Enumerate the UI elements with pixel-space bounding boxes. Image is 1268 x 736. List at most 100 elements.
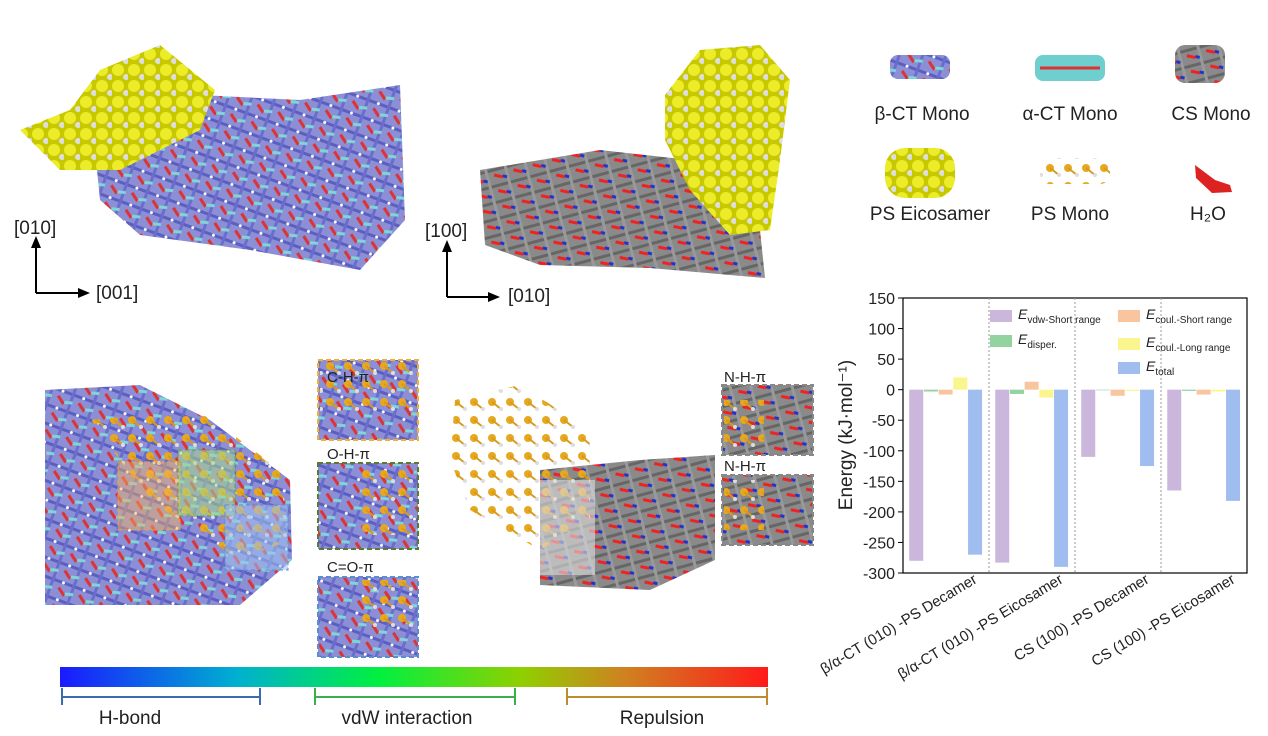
bar xyxy=(1039,389,1054,398)
interface-view-2: N-H-π N-H-π xyxy=(450,369,814,590)
y-tick-label: 0 xyxy=(886,383,895,400)
legend-label: Ecoul.-Long range xyxy=(1146,334,1231,354)
illustration-shape xyxy=(1195,165,1232,193)
x-tick-label: β/α-CT (010) -PS Decamer xyxy=(817,571,980,678)
bar xyxy=(909,389,924,561)
legend-label: Evdw-Short range xyxy=(1018,306,1101,326)
structure-view-1: [010] [001] xyxy=(14,45,405,304)
illustration-shape xyxy=(61,688,261,705)
interface-view-1 xyxy=(45,385,292,605)
axis-direction: [001] xyxy=(96,283,138,304)
x-tick-label: CS (100) -PS Eicosamer xyxy=(1089,571,1239,670)
axis-direction: [010] xyxy=(508,286,550,307)
label-part: coul.-Long range xyxy=(1155,343,1230,354)
illustration-shape xyxy=(20,45,215,170)
axis-direction: [100] xyxy=(425,221,467,242)
legend-swatch xyxy=(990,310,1012,322)
bar xyxy=(1125,389,1140,391)
legend-swatch xyxy=(1118,362,1140,374)
legend-swatch xyxy=(990,335,1012,347)
illustration-shape xyxy=(724,480,764,530)
legend-label: Etotal xyxy=(1146,358,1174,378)
bar xyxy=(1196,389,1211,395)
illustration-shape xyxy=(60,667,768,687)
bar xyxy=(1211,389,1226,392)
illustration-shape xyxy=(224,504,289,571)
y-tick-label: -50 xyxy=(872,413,895,430)
y-tick-label: 100 xyxy=(868,322,895,339)
bar xyxy=(1167,389,1182,491)
bar xyxy=(1110,389,1125,396)
illustration-shape xyxy=(31,236,41,248)
bar xyxy=(1095,389,1110,391)
illustration-shape xyxy=(1175,45,1225,83)
molecule-label: CS Mono xyxy=(1171,104,1250,125)
bar xyxy=(1081,389,1096,457)
interaction-insets: C-H-π O-H-π C=O-π xyxy=(317,359,419,658)
bar xyxy=(923,389,938,392)
label-part: E xyxy=(1018,306,1028,322)
illustration-shape xyxy=(665,45,790,235)
illustration-shape xyxy=(442,240,452,252)
bar xyxy=(953,377,968,390)
molecule-label: α-CT Mono xyxy=(1022,104,1117,125)
bar xyxy=(938,389,953,395)
label-part: E xyxy=(1018,331,1028,347)
colorbar-label: H-bond xyxy=(99,708,161,729)
legend-label: Ecoul.-Short range xyxy=(1146,306,1232,326)
bar xyxy=(1009,389,1024,394)
label-part: E xyxy=(1146,306,1156,322)
label-part: coul.-Short range xyxy=(1155,315,1232,326)
structure-view-2: [100] [010] xyxy=(425,45,790,307)
legend-swatch xyxy=(1118,310,1140,322)
colorbar: H-bond vdW interaction Repulsion xyxy=(60,667,768,729)
illustration-shape xyxy=(314,688,516,705)
y-tick-label: -200 xyxy=(863,505,895,522)
interaction-label: O-H-π xyxy=(327,446,370,463)
illustration-shape xyxy=(540,480,595,575)
x-tick-label: β/α-CT (010) -PS Eicosamer xyxy=(895,571,1066,683)
molecule-label: H₂O xyxy=(1190,204,1226,225)
y-axis-title: Energy (kJ·mol⁻¹) xyxy=(836,360,857,510)
bar xyxy=(1181,389,1196,391)
illustration-shape xyxy=(566,688,768,705)
bar xyxy=(1140,389,1155,467)
illustration-shape xyxy=(1040,158,1110,184)
illustration-shape xyxy=(890,55,950,79)
illustration-shape xyxy=(360,465,416,535)
bar-chart: Energy (kJ·mol⁻¹) -300 -250 -200 -150 -100 -5… xyxy=(817,291,1248,683)
illustration-shape xyxy=(488,292,500,302)
y-tick-label: 50 xyxy=(877,352,895,369)
y-tick-label: -300 xyxy=(863,566,895,583)
bar xyxy=(995,389,1010,563)
interaction-label: C-H-π xyxy=(327,369,369,386)
axis-direction: [010] xyxy=(14,218,56,239)
label-part: total xyxy=(1155,367,1174,378)
molecule-label: PS Mono xyxy=(1031,204,1109,225)
colorbar-label: Repulsion xyxy=(620,708,705,729)
bar xyxy=(968,389,983,555)
illustration-shape xyxy=(78,288,90,298)
y-tick-label: -150 xyxy=(863,474,895,491)
illustration-shape xyxy=(320,362,416,412)
y-tick-label: 150 xyxy=(868,291,895,308)
molecule-legend: β-CT Mono α-CT Mono CS Mono PS Eicosamer… xyxy=(870,45,1251,225)
bar xyxy=(1226,389,1241,501)
illustration-shape xyxy=(117,461,181,531)
legend-swatch xyxy=(1118,338,1140,350)
y-tick-label: -250 xyxy=(863,535,895,552)
label-part: E xyxy=(1146,358,1156,374)
illustration-shape xyxy=(360,580,416,630)
label-part: vdw-Short range xyxy=(1027,315,1101,326)
label-part: disper. xyxy=(1027,340,1056,351)
interaction-label: C=O-π xyxy=(327,559,374,576)
illustration-shape xyxy=(885,148,955,198)
interaction-label: N-H-π xyxy=(724,458,766,475)
bar xyxy=(1024,381,1039,390)
y-tick-label: -100 xyxy=(863,444,895,461)
legend-label: Edisper. xyxy=(1018,331,1057,351)
bar xyxy=(1054,389,1069,567)
interaction-label: N-H-π xyxy=(724,369,766,386)
label-part: E xyxy=(1146,334,1156,350)
